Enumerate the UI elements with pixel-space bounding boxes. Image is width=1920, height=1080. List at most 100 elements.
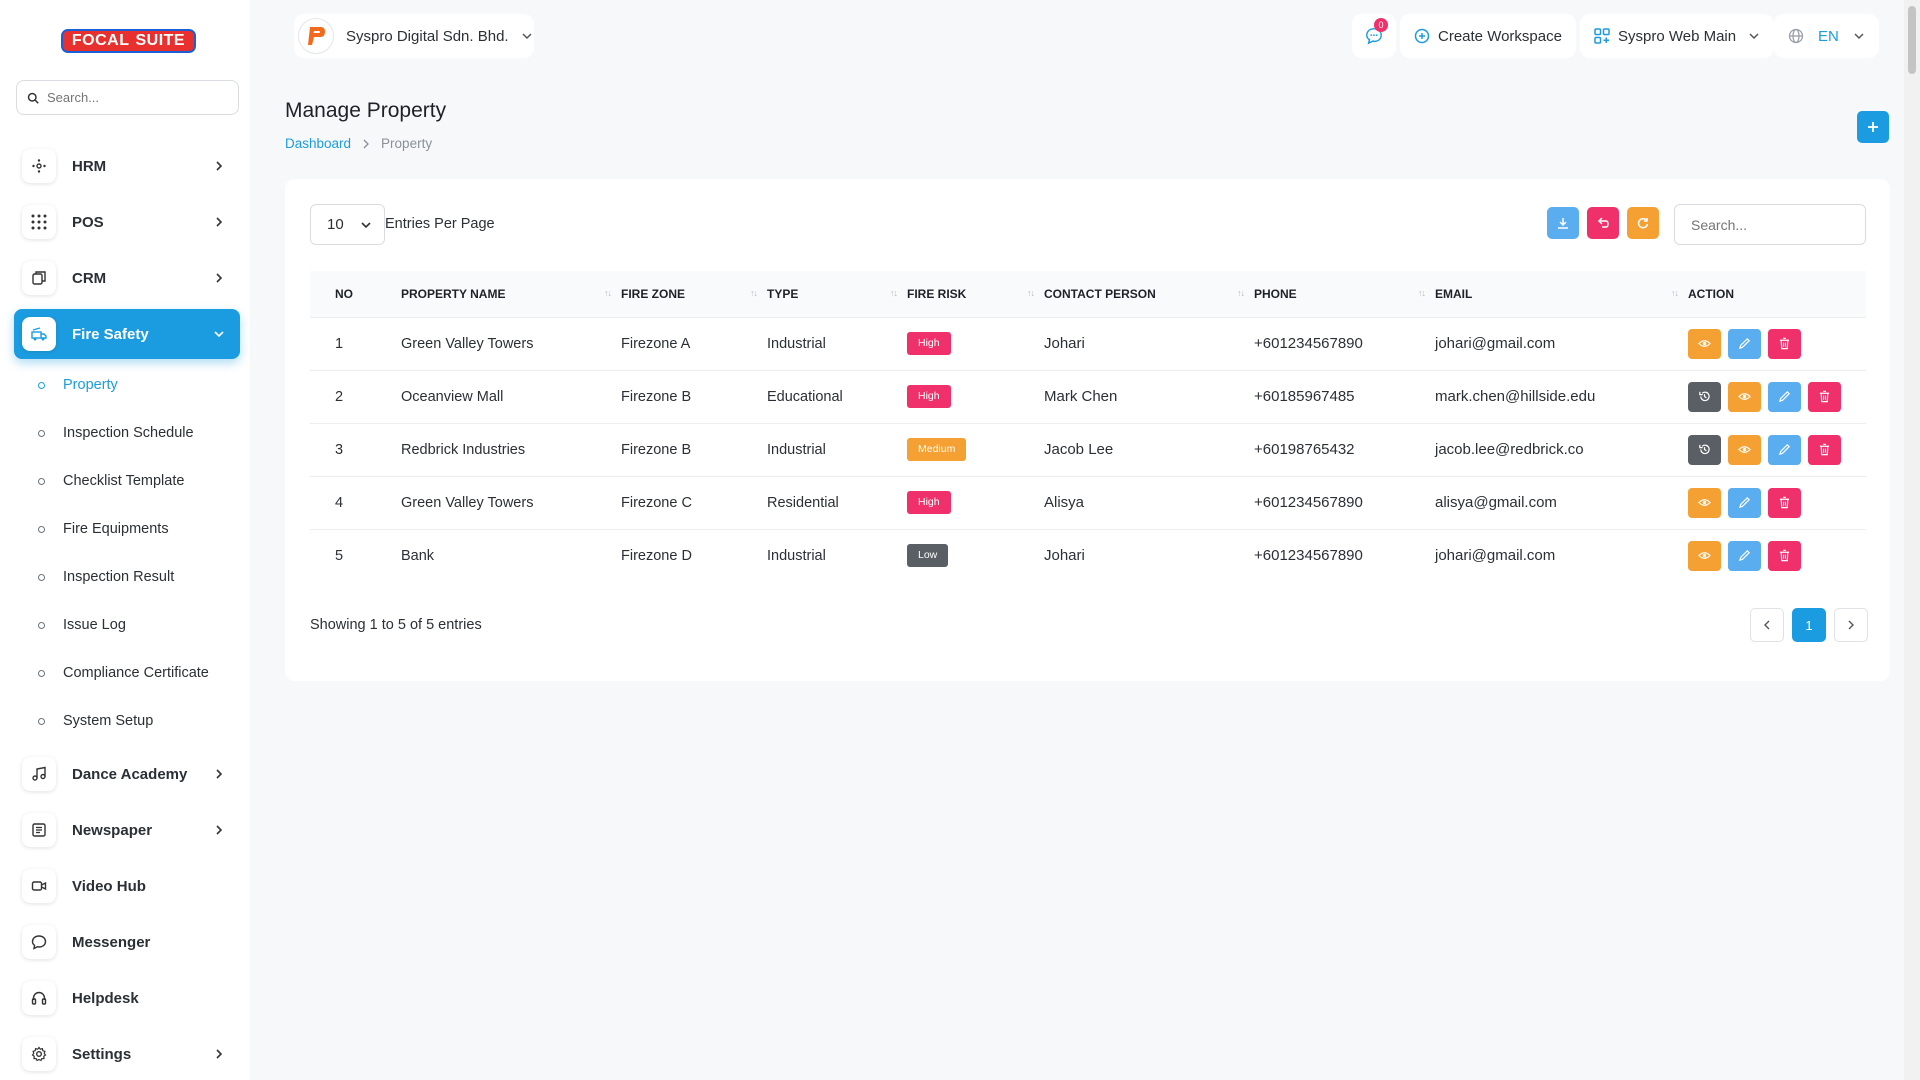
cell-action [1688,476,1866,529]
chevron-down-icon [1854,33,1864,40]
sidebar-item-crm[interactable]: CRM [14,253,240,303]
sidebar-item-dance-academy[interactable]: Dance Academy [14,749,240,799]
create-workspace-button[interactable]: Create Workspace [1400,14,1576,58]
refresh-button[interactable] [1627,207,1659,239]
sidebar-item-label: POS [72,213,104,231]
chevron-right-icon [216,769,223,779]
grid-icon [22,205,56,239]
breadcrumb-dashboard[interactable]: Dashboard [285,136,352,151]
history-icon [1698,390,1711,403]
col-fire-risk[interactable]: FIRE RISK ↑↓ [907,271,1044,317]
col-contact-person-label: CONTACT PERSON [1044,286,1156,301]
add-property-button[interactable] [1857,111,1889,143]
edit-button[interactable] [1728,487,1761,518]
sidebar-subitem-label: Inspection Schedule [63,425,194,441]
sidebar-item-hrm[interactable]: HRM [14,141,240,191]
sidebar-subitem-inspection-result[interactable]: Inspection Result [38,566,174,588]
col-type[interactable]: TYPE ↑↓ [767,271,907,317]
row-actions [1688,487,1866,518]
col-contact-person[interactable]: CONTACT PERSON ↑↓ [1044,271,1254,317]
notifications-button[interactable]: 0 [1352,14,1396,58]
sidebar-subitem-label: Checklist Template [63,473,185,489]
col-fire-risk-label: FIRE RISK [907,286,967,301]
sidebar-item-video-hub[interactable]: Video Hub [14,861,240,911]
sidebar-item-settings[interactable]: Settings [14,1029,240,1079]
page-button-current[interactable]: 1 [1792,608,1826,642]
cell-action [1688,317,1866,370]
entries-per-page-select[interactable]: 10 [310,204,385,245]
prev-page-button[interactable] [1750,608,1784,642]
chevron-right-icon [1848,620,1854,630]
fire-risk-badge: Low [907,544,949,568]
company-logo [298,18,334,54]
sidebar-subitem-issue-log[interactable]: Issue Log [38,614,126,636]
brand-logo[interactable]: FOCAL SUITE [61,29,196,53]
sidebar-item-label: Settings [72,1045,132,1063]
workspace-selector[interactable]: Syspro Web Main [1580,14,1775,58]
sidebar-item-fire-safety[interactable]: Fire Safety [14,309,240,359]
cell-action [1688,370,1866,423]
page-scrollbar-thumb[interactable] [1908,6,1916,74]
sidebar-item-newspaper[interactable]: Newspaper [14,805,240,855]
sidebar-item-messenger[interactable]: Messenger [14,917,240,967]
col-email[interactable]: EMAIL ↑↓ [1435,271,1688,317]
eye-icon [1738,390,1751,403]
sidebar-subitem-system-setup[interactable]: System Setup [38,710,153,732]
history-button[interactable] [1688,381,1721,412]
delete-button[interactable] [1768,328,1801,359]
globe-icon [1788,28,1804,44]
edit-button[interactable] [1728,328,1761,359]
fire-risk-badge: Medium [907,438,967,461]
view-button[interactable] [1728,381,1761,412]
next-page-button[interactable] [1834,608,1868,642]
view-button[interactable] [1728,434,1761,465]
language-selector[interactable]: EN [1774,14,1879,58]
sidebar-subitem-property[interactable]: Property [38,374,118,396]
sidebar-search [16,80,239,115]
edit-button[interactable] [1768,434,1801,465]
sidebar-subitem-label: Inspection Result [63,569,175,585]
sidebar-subitem-inspection-schedule[interactable]: Inspection Schedule [38,422,194,444]
col-no: NO [335,286,353,301]
eye-icon [1738,443,1751,456]
language-code: EN [1818,27,1839,45]
page-scrollbar[interactable] [1904,0,1920,1080]
col-property-name[interactable]: PROPERTY NAME ↑↓ [401,271,621,317]
edit-button[interactable] [1768,381,1801,412]
cell-action [1688,423,1866,476]
history-button[interactable] [1688,434,1721,465]
sort-icon: ↑↓ [1671,288,1679,298]
view-button[interactable] [1688,487,1721,518]
delete-button[interactable] [1768,487,1801,518]
breadcrumb-current: Property [381,136,433,151]
music-icon [22,757,56,791]
trash-icon [1778,496,1791,509]
sort-icon: ↑↓ [1418,288,1426,298]
delete-button[interactable] [1768,540,1801,571]
delete-button[interactable] [1808,381,1841,412]
sidebar-item-pos[interactable]: POS [14,197,240,247]
reset-button[interactable] [1587,207,1619,239]
bullet-icon [38,429,45,437]
col-type-label: TYPE [767,286,799,301]
chevron-right-icon [216,825,223,835]
view-button[interactable] [1688,328,1721,359]
company-selector[interactable]: Syspro Digital Sdn. Bhd. [294,14,534,58]
sidebar-subitem-checklist-template[interactable]: Checklist Template [38,470,184,492]
sidebar-subitem-compliance-certificate[interactable]: Compliance Certificate [38,662,209,684]
view-button[interactable] [1688,540,1721,571]
cell-contact-person: Mark Chen [1044,388,1118,405]
col-phone[interactable]: PHONE ↑↓ [1254,271,1435,317]
sidebar-subitem-fire-equipments[interactable]: Fire Equipments [38,518,169,540]
sidebar-item-helpdesk[interactable]: Helpdesk [14,973,240,1023]
col-fire-zone[interactable]: FIRE ZONE ↑↓ [621,271,767,317]
pagination: 1 [1750,608,1868,642]
edit-button[interactable] [1728,540,1761,571]
bullet-icon [38,573,45,581]
table-search-input[interactable] [1674,204,1866,245]
fire-risk-badge: High [907,385,951,408]
table-row: 5 Bank Firezone D Industrial Low Johari +60123… [310,529,1866,582]
export-button[interactable] [1547,207,1579,239]
delete-button[interactable] [1808,434,1841,465]
sidebar-search-input[interactable] [47,90,227,105]
